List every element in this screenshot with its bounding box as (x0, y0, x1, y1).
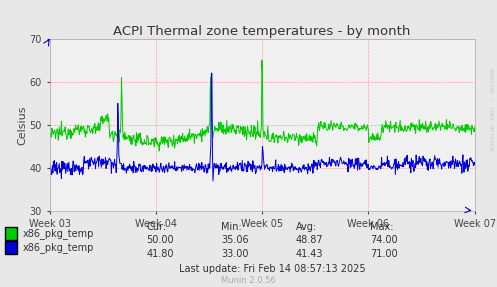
Text: x86_pkg_temp: x86_pkg_temp (22, 242, 94, 253)
Text: Cur:: Cur: (147, 222, 166, 232)
Text: 74.00: 74.00 (370, 235, 398, 245)
Text: 48.87: 48.87 (296, 235, 324, 245)
Text: 33.00: 33.00 (221, 249, 248, 259)
Text: 41.80: 41.80 (147, 249, 174, 259)
Text: 71.00: 71.00 (370, 249, 398, 259)
Text: Last update: Fri Feb 14 08:57:13 2025: Last update: Fri Feb 14 08:57:13 2025 (179, 264, 366, 274)
Text: Max:: Max: (370, 222, 394, 232)
Text: 35.06: 35.06 (221, 235, 249, 245)
Y-axis label: Celsius: Celsius (17, 105, 27, 145)
Text: Avg:: Avg: (296, 222, 317, 232)
Text: Min:: Min: (221, 222, 242, 232)
Text: x86_pkg_temp: x86_pkg_temp (22, 228, 94, 239)
Text: Munin 2.0.56: Munin 2.0.56 (221, 276, 276, 285)
Text: 41.43: 41.43 (296, 249, 323, 259)
Text: RRDTOOL / TOBI OETIKER: RRDTOOL / TOBI OETIKER (488, 68, 493, 150)
Text: 50.00: 50.00 (147, 235, 174, 245)
Title: ACPI Thermal zone temperatures - by month: ACPI Thermal zone temperatures - by mont… (113, 25, 411, 38)
